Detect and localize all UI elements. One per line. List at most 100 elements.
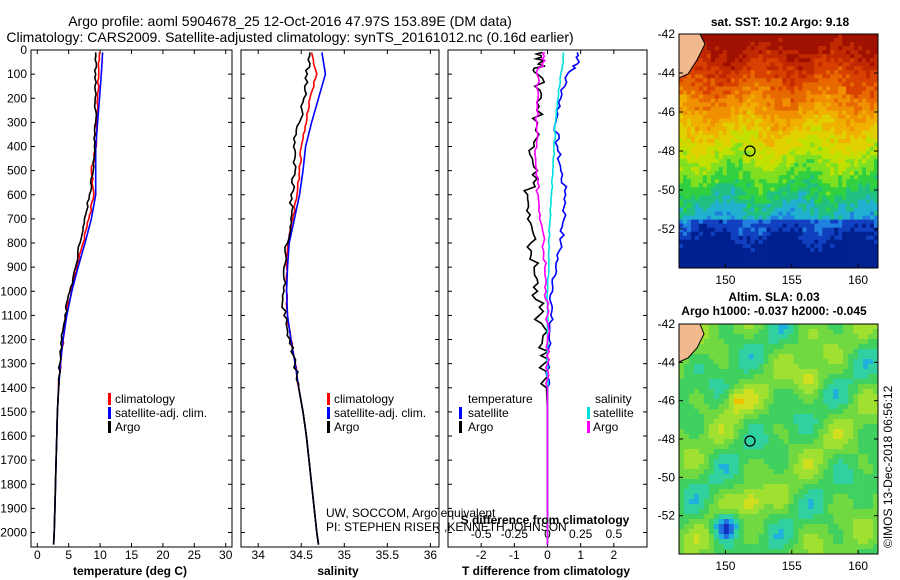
sst-cell <box>862 146 867 152</box>
sla-cell <box>848 459 854 465</box>
sst-cell <box>874 130 879 136</box>
sla-cell <box>693 449 700 455</box>
sst-cell <box>822 175 827 180</box>
sla-cell <box>863 364 869 370</box>
sst-cell <box>854 171 859 176</box>
sla-cell <box>763 354 769 360</box>
sst-cell <box>754 142 759 148</box>
sst-cell <box>874 82 879 87</box>
sst-cell <box>690 223 696 228</box>
sla-cell <box>838 389 844 395</box>
sst-cell <box>842 98 847 103</box>
sla-cell <box>848 439 854 445</box>
sla-cell <box>728 519 735 525</box>
sla-cell <box>808 524 814 530</box>
sst-cell <box>710 130 716 136</box>
sla-cell <box>833 484 839 490</box>
sla-cell <box>679 409 685 415</box>
sst-cell <box>826 50 831 55</box>
sst-cell <box>786 203 791 208</box>
sst-cell <box>706 74 712 79</box>
sla-cell <box>713 414 720 420</box>
sst-cell <box>694 138 700 144</box>
sst-cell <box>750 211 755 216</box>
sst-cell <box>706 231 712 237</box>
sst-cell <box>778 118 783 124</box>
sst-cell <box>842 179 847 184</box>
sst-cell <box>790 263 795 269</box>
sst-cell <box>838 175 843 180</box>
sla-cell <box>748 414 754 420</box>
sla-cell <box>753 504 759 510</box>
sst-cell <box>758 203 763 208</box>
sla-cell <box>713 514 720 520</box>
sla-cell <box>703 394 710 400</box>
sla-cell <box>863 454 869 460</box>
sst-cell <box>866 34 871 39</box>
sst-cell <box>814 167 819 172</box>
sla-cell <box>868 449 874 455</box>
sst-cell <box>778 243 783 249</box>
sst-cell <box>770 130 775 136</box>
sst-cell <box>790 199 795 204</box>
sst-cell <box>686 122 692 128</box>
sst-cell <box>794 247 799 253</box>
sla-cell <box>818 389 824 395</box>
sla-cell <box>803 344 809 350</box>
sst-cell <box>870 122 875 128</box>
sst-cell <box>774 155 779 160</box>
sst-cell <box>814 130 819 136</box>
sst-cell <box>850 175 855 180</box>
sst-cell <box>734 171 739 176</box>
sst-cell <box>794 195 799 200</box>
sla-cell <box>713 369 720 375</box>
sst-cell <box>830 142 835 148</box>
legend-s-satellite: satellite <box>593 406 634 420</box>
sla-cell <box>798 464 804 470</box>
sst-cell <box>718 195 724 200</box>
sla-cell <box>748 409 754 415</box>
sst-cell <box>682 231 688 237</box>
sla-cell <box>803 354 809 360</box>
sst-cell <box>694 263 700 269</box>
sst-cell <box>762 94 767 99</box>
sst-cell <box>850 203 855 208</box>
sst-cell <box>818 50 823 55</box>
sst-cell <box>694 175 700 180</box>
sla-cell <box>778 539 784 545</box>
sla-cell <box>763 489 769 495</box>
sst-cell <box>774 179 779 184</box>
sla-cell <box>828 539 834 545</box>
sst-cell <box>679 138 684 144</box>
sla-cell <box>743 504 749 510</box>
sst-cell <box>830 263 835 269</box>
sst-cell <box>750 82 755 87</box>
sst-cell <box>842 134 847 140</box>
sst-cell <box>690 130 696 136</box>
sla-cell <box>798 369 804 375</box>
sst-cell <box>730 199 736 204</box>
sla-cell <box>773 409 779 415</box>
sla-cell <box>679 469 685 475</box>
sst-cell <box>694 187 700 192</box>
sst-cell <box>702 187 708 192</box>
sst-cell <box>822 98 827 103</box>
sst-cell <box>718 118 724 124</box>
sst-cell <box>802 106 807 111</box>
sst-cell <box>778 46 783 51</box>
sla-cell <box>723 469 730 475</box>
sst-cell <box>738 102 743 107</box>
sst-cell <box>726 207 732 212</box>
sst-cell <box>706 167 712 172</box>
sst-cell <box>738 142 743 148</box>
sst-cell <box>842 203 847 208</box>
sst-cell <box>814 78 819 83</box>
sst-cell <box>718 58 724 63</box>
sst-cell <box>786 78 791 83</box>
sst-cell <box>718 263 724 269</box>
sst-cell <box>706 235 712 241</box>
sst-cell <box>750 187 755 192</box>
sst-cell <box>702 34 708 39</box>
sst-cell <box>730 66 736 71</box>
sst-cell <box>746 86 751 91</box>
